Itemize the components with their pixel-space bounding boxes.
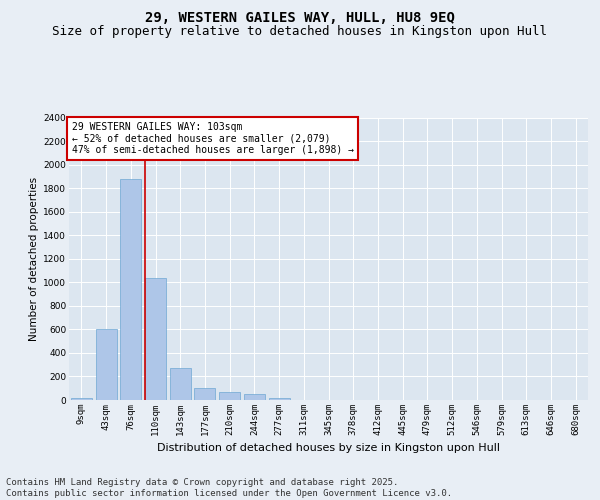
Bar [194,388,215,400]
Bar [244,394,265,400]
Bar [71,398,92,400]
Text: Size of property relative to detached houses in Kingston upon Hull: Size of property relative to detached ho… [53,25,548,38]
Y-axis label: Number of detached properties: Number of detached properties [29,176,39,341]
Text: Contains HM Land Registry data © Crown copyright and database right 2025.
Contai: Contains HM Land Registry data © Crown c… [6,478,452,498]
Bar [219,392,240,400]
Bar [145,278,166,400]
Bar [120,178,141,400]
X-axis label: Distribution of detached houses by size in Kingston upon Hull: Distribution of detached houses by size … [157,444,500,454]
Bar [170,368,191,400]
Bar [95,330,116,400]
Text: 29 WESTERN GAILES WAY: 103sqm
← 52% of detached houses are smaller (2,079)
47% o: 29 WESTERN GAILES WAY: 103sqm ← 52% of d… [71,122,353,155]
Bar [269,398,290,400]
Text: 29, WESTERN GAILES WAY, HULL, HU8 9EQ: 29, WESTERN GAILES WAY, HULL, HU8 9EQ [145,11,455,25]
